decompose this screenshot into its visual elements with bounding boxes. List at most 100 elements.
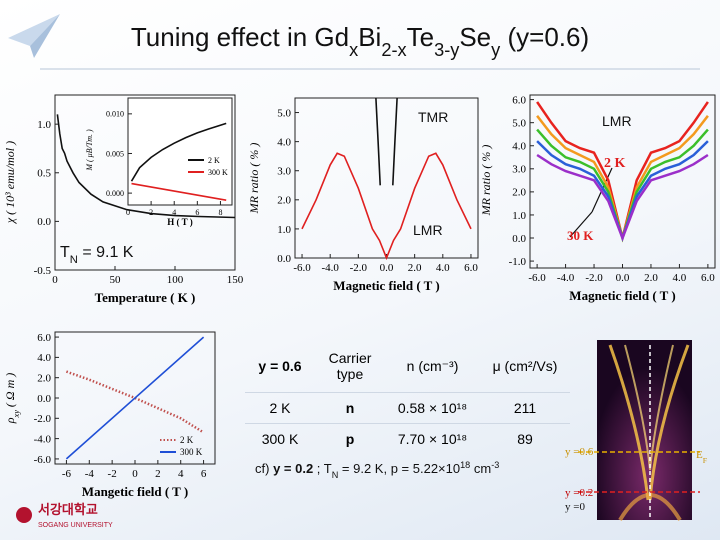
x-axis-label: H ( T )	[167, 217, 192, 227]
y-axis-label: MR ratio ( % )	[479, 145, 493, 217]
series-line	[536, 115, 709, 243]
y-axis-label: M ( μB/Tm. )	[85, 129, 94, 172]
chart: -6.0 -4.0 -2.0 0.0 2.0 4.0 6.0 -6 -4 -2 0 2 4 6 Manget…	[3, 331, 216, 499]
arpes-label: y =0	[565, 501, 585, 513]
text-segment: = 9.1 K	[78, 244, 134, 261]
annotation: TN = 9.1 K	[60, 244, 134, 266]
text-segment: N	[70, 254, 78, 266]
plot-frame	[127, 97, 233, 206]
x-tick-label: 4	[172, 208, 176, 217]
table-cell: Carrier type	[328, 350, 372, 382]
y-tick-label: 5.0	[512, 118, 526, 130]
x-tick-label: 6	[195, 208, 199, 217]
y-tick-label: 4.0	[37, 352, 51, 364]
text-segment: Se	[459, 22, 491, 52]
text-segment: ρ	[3, 417, 17, 424]
table-cell: μ (cm²/Vs)	[492, 358, 558, 374]
text-segment: y = 0.2	[273, 461, 313, 476]
y-tick-label: 2.0	[512, 187, 526, 199]
x-tick-label: 150	[227, 274, 244, 286]
x-axis-label: Temperature ( K )	[95, 290, 196, 305]
arpes-band	[608, 344, 690, 501]
carrier-table: y = 0.6 Carrier type n (cm⁻³) μ (cm²/Vs) 2 K…	[245, 340, 570, 454]
x-tick-label: -6.0	[528, 272, 546, 284]
y-tick-label: 6.0	[37, 332, 51, 344]
x-tick-label: 6	[201, 468, 207, 480]
y-tick-label: 0.000	[106, 189, 124, 198]
y-tick-label: 0.0	[512, 233, 526, 245]
series-line	[131, 182, 227, 201]
x-axis-label: Mangetic field ( T )	[82, 484, 188, 499]
text-segment: T	[60, 244, 70, 261]
y-tick-label: 2.0	[277, 195, 291, 207]
annotation: TMR	[418, 109, 448, 125]
logo-english: SOGANG UNIVERSITY	[38, 522, 113, 529]
text-segment: N	[332, 470, 339, 480]
table-cell: p	[315, 423, 385, 454]
text-segment: y	[491, 40, 501, 60]
x-tick-label: 2	[149, 208, 153, 217]
chart: -1.0 0.0 1.0 2.0 3.0 4.0 5.0 6.0 -6.0 -4.0 -2.0 0.0…	[479, 94, 716, 303]
x-tick-label: -6.0	[293, 262, 311, 274]
table-cell: 0.58 × 10¹⁸	[385, 392, 480, 424]
arpes-image	[578, 340, 700, 522]
table-row: y = 0.6 Carrier type n (cm⁻³) μ (cm²/Vs)	[245, 340, 570, 393]
y-tick-label: 4.0	[277, 136, 291, 148]
text-segment: E	[696, 449, 703, 461]
y-axis-label: χ ( 10³ emu/mol )	[3, 141, 17, 224]
x-tick-label: -2	[108, 468, 117, 480]
x-tick-label: 6.0	[701, 272, 715, 284]
plot-frame	[54, 94, 236, 271]
x-tick-label: 100	[167, 274, 184, 286]
table-cell: n	[315, 392, 385, 424]
x-tick-label: -4.0	[557, 272, 575, 284]
y-tick-label: 5.0	[277, 107, 291, 119]
legend-label: 300 K	[180, 447, 203, 457]
series-line	[65, 370, 205, 434]
text-segment: Tuning effect in Gd	[131, 22, 349, 52]
x-tick-label: 0.0	[380, 262, 394, 274]
y-tick-label: 0.0	[277, 253, 291, 265]
text-segment: ; T	[313, 461, 332, 476]
x-axis-label: Magnetic field ( T )	[569, 288, 675, 303]
text-segment: 2-x	[381, 40, 406, 60]
annotation-arrow	[569, 211, 593, 238]
x-tick-label: 6.0	[464, 262, 478, 274]
text-segment: 3-y	[434, 40, 460, 60]
logo-mark	[16, 507, 32, 523]
y-tick-label: -0.5	[34, 265, 52, 277]
arpes-band	[624, 344, 674, 471]
y-tick-label: 6.0	[512, 94, 526, 106]
table-cell: y = 0.6	[258, 358, 302, 374]
y-tick-label: -4.0	[34, 433, 52, 445]
legend-label: 2 K	[180, 435, 194, 445]
text-segment: cf)	[255, 461, 273, 476]
annotation: 30 K	[567, 228, 594, 243]
chart: 0.000 0.005 0.010 0 2 4 6 8 H ( T ) M ( μB/Tm. ) 2…	[85, 97, 233, 227]
series-line	[536, 153, 709, 242]
legend-label: 2 K	[208, 156, 220, 165]
y-tick-label: 0.010	[106, 110, 124, 119]
y-tick-label: -2.0	[34, 413, 52, 425]
table-cell: n (cm⁻³)	[406, 357, 459, 374]
slide-title: Tuning effect in GdxBi2-xTe3-ySey (y=0.6…	[131, 22, 589, 60]
series-line	[392, 97, 398, 186]
airplane-icon	[8, 14, 60, 46]
series-line	[65, 336, 205, 460]
x-tick-label: 2.0	[644, 272, 658, 284]
table-cell: 2 K	[245, 392, 315, 424]
y-tick-label: 4.0	[512, 141, 526, 153]
text-segment: Te	[407, 22, 434, 52]
legend-label: 300 K	[208, 168, 228, 177]
text-segment: x	[349, 40, 358, 60]
y-tick-label: 0.5	[37, 168, 51, 180]
text-segment: -3	[491, 460, 499, 470]
table-cell: 89	[480, 423, 570, 454]
arpes-label: EF	[696, 449, 707, 465]
airplane-icon	[30, 14, 60, 58]
series-line	[375, 97, 381, 186]
annotation: LMR	[602, 113, 632, 129]
logo-korean: 서강대학교	[38, 502, 98, 517]
